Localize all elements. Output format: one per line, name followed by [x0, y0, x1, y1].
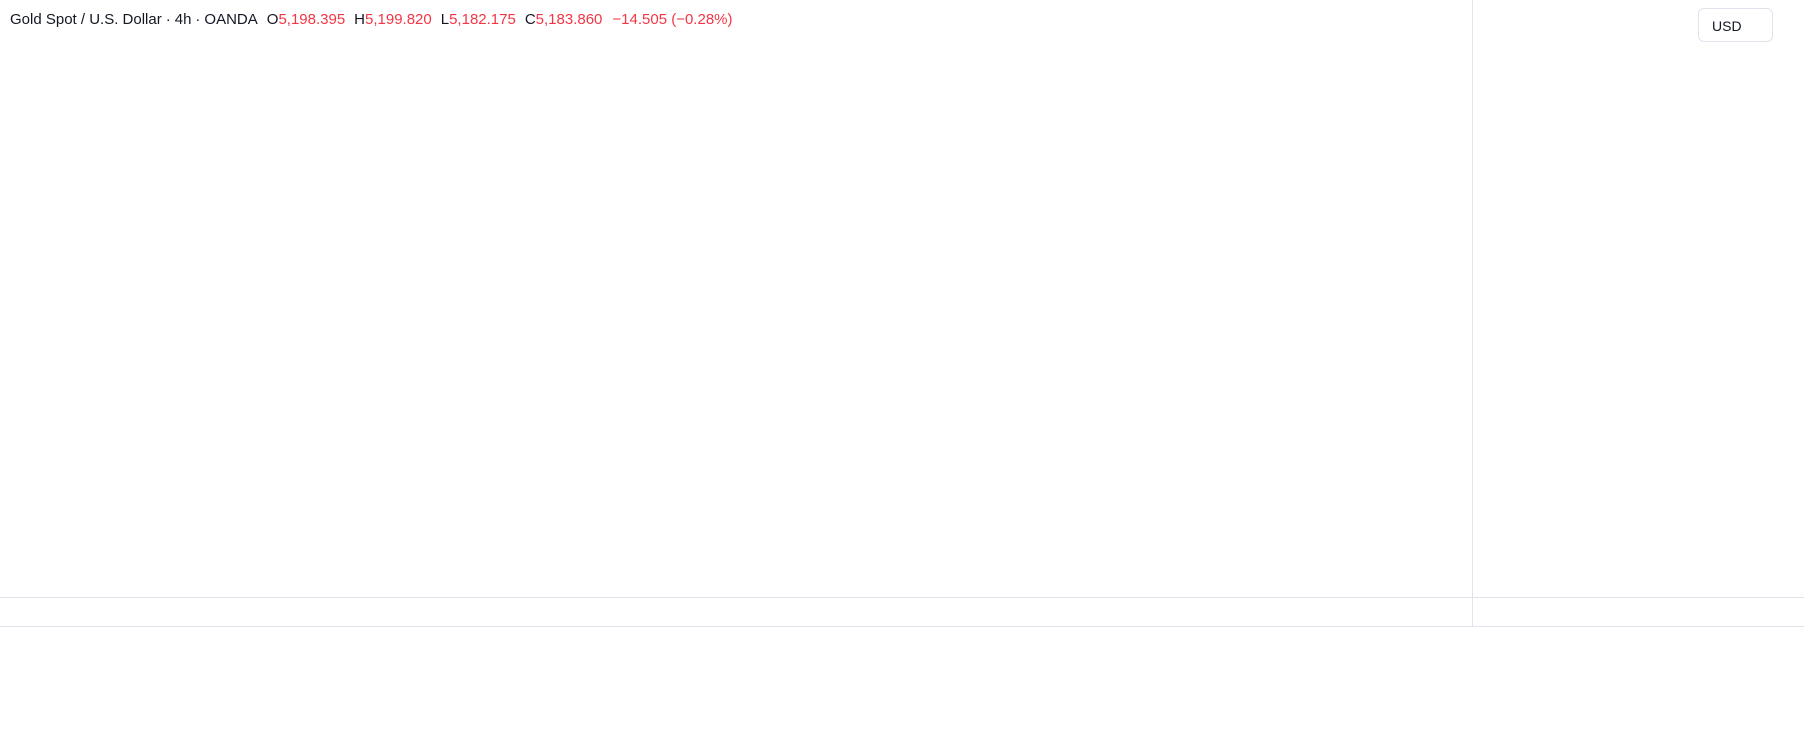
open-label: O: [266, 10, 279, 28]
high-label: H: [354, 10, 366, 28]
high-value: 5,199.820: [365, 10, 432, 28]
currency-button[interactable]: USD: [1698, 8, 1773, 42]
close-label: C: [524, 10, 536, 28]
open-value: 5,198.395: [278, 10, 346, 28]
change-value: −14.505 (−0.28%): [612, 10, 733, 28]
low-value: 5,182.175: [449, 10, 516, 28]
interval-label[interactable]: 4h: [174, 10, 192, 28]
exchange-label: OANDA: [204, 10, 258, 28]
symbol-name[interactable]: Gold Spot / U.S. Dollar: [10, 10, 162, 28]
legend-separator: ·: [165, 10, 171, 28]
close-value: 5,183.860: [535, 10, 603, 28]
low-label: L: [440, 10, 450, 28]
symbol-legend[interactable]: Gold Spot / U.S. Dollar · 4h · OANDA O 5,…: [10, 8, 733, 30]
legend-separator: ·: [195, 10, 201, 28]
